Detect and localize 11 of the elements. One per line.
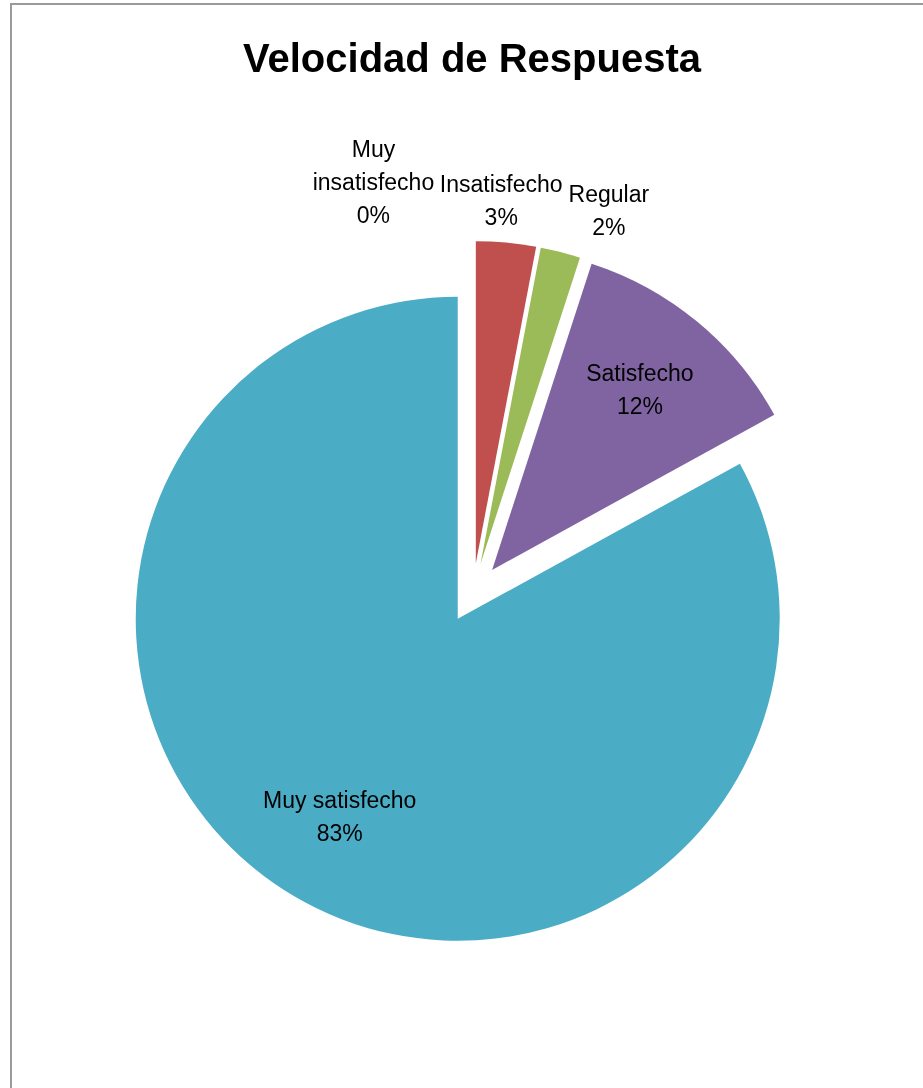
slice-label: Muy satisfecho	[263, 787, 417, 814]
slice-label: Insatisfecho	[439, 170, 563, 197]
data-label: 2%	[592, 214, 626, 241]
data-label: 12%	[616, 393, 663, 420]
text: 0%	[356, 201, 391, 228]
category-label: Muy insatisfecho	[312, 135, 435, 195]
data-label: 83%	[316, 820, 363, 847]
chart-title: Velocidad de Respuesta	[243, 36, 701, 81]
slice-label: Satisfecho	[586, 360, 694, 387]
data-label: 3%	[484, 203, 518, 230]
slice-label: Regular	[568, 181, 650, 208]
